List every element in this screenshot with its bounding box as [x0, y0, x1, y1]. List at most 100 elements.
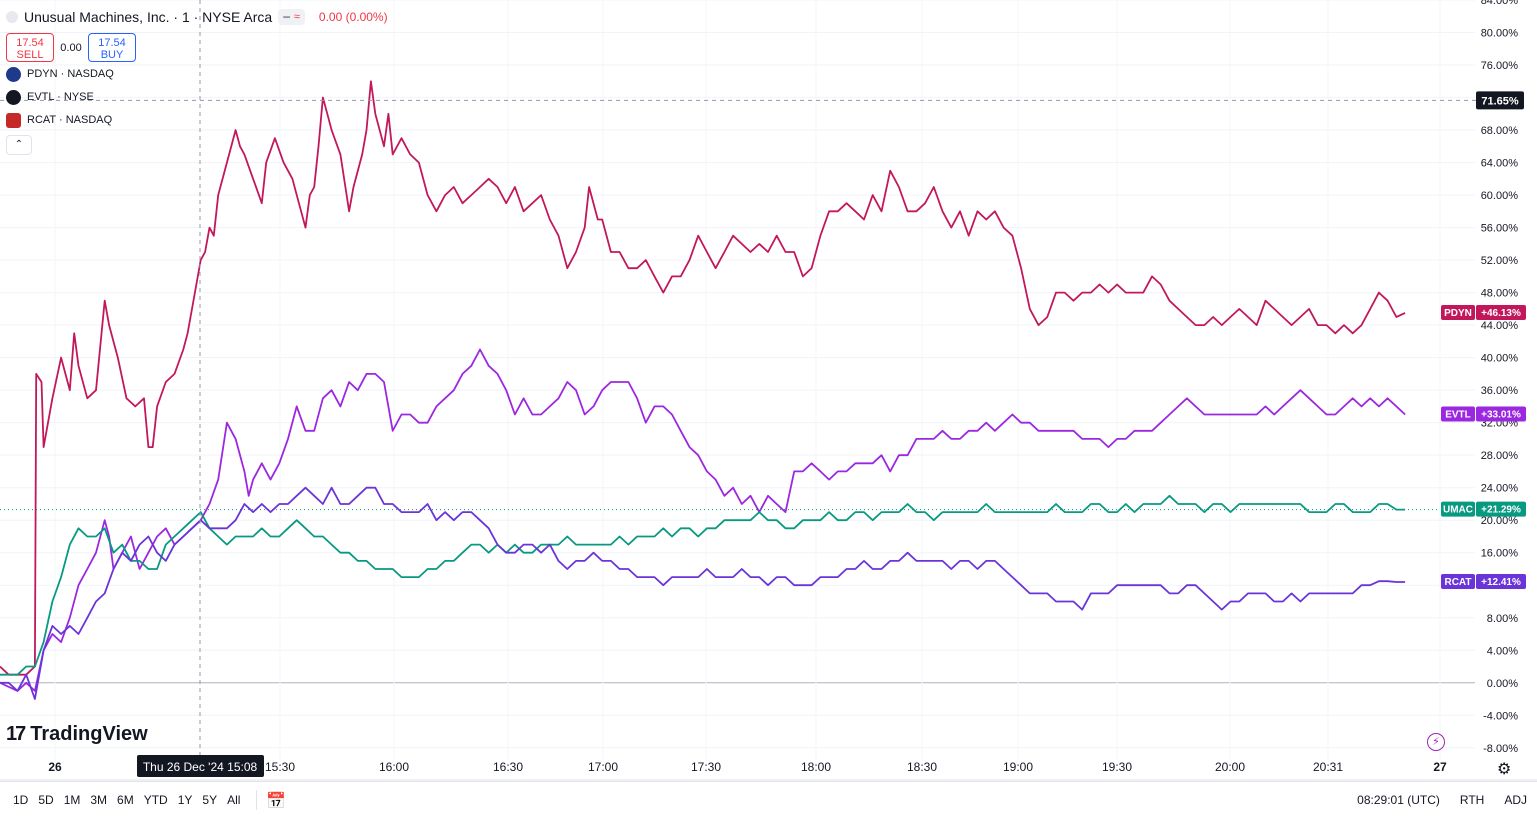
change-value: 0.00 (0.00%): [318, 10, 388, 24]
approx-icon: ≈: [293, 11, 300, 23]
tradingview-mark-icon: 17: [6, 723, 26, 745]
series-name-label: PDYN: [1444, 308, 1472, 319]
crosshair-value-label: 71.65%: [1481, 95, 1519, 107]
y-tick-label: 44.00%: [1481, 320, 1519, 332]
series-value-label: +46.13%: [1481, 308, 1521, 319]
series-value-label: +12.41%: [1481, 577, 1521, 588]
series-value-tag: [1476, 501, 1526, 517]
compare-item-pdyn[interactable]: PDYN · NASDAQ: [6, 63, 388, 85]
x-tick-label: 26: [48, 760, 62, 774]
compare-item-evtl[interactable]: EVTL · NYSE: [6, 86, 388, 108]
y-tick-label: 60.00%: [1481, 190, 1519, 202]
x-tick-label: 17:30: [691, 760, 721, 774]
sell-button[interactable]: 17.54 SELL: [6, 33, 54, 62]
bottom-toolbar: 1D 5D 1M 3M 6M YTD 1Y 5Y All 📅 08:29:01 …: [0, 781, 1537, 821]
legend-panel: Unusual Machines, Inc. · 1 · NYSE Arca ━…: [6, 7, 388, 155]
range-5y[interactable]: 5Y: [202, 793, 218, 807]
series-pdyn: PDYN +46.13%: [0, 80, 1526, 676]
gear-icon[interactable]: ⚙: [1497, 761, 1512, 778]
y-tick-label: 0.00%: [1487, 678, 1518, 690]
x-tick-label: 18:00: [801, 760, 831, 774]
series-line-pdyn: [0, 80, 1406, 676]
y-tick-label: 84.00%: [1481, 0, 1519, 7]
y-tick-label: 36.00%: [1481, 385, 1519, 397]
series-line-rcat: [0, 486, 1406, 700]
crosshair-time-tag: [137, 755, 264, 777]
series-line-umac: [0, 494, 1406, 676]
y-tick-label: 40.00%: [1481, 353, 1519, 365]
y-tick-label: 56.00%: [1481, 223, 1519, 235]
x-tick-label: 19:00: [1003, 760, 1033, 774]
range-1m[interactable]: 1M: [63, 793, 81, 807]
series-value-label: +33.01%: [1481, 410, 1521, 421]
x-tick-label: 27: [1433, 760, 1447, 774]
range-5d[interactable]: 5D: [38, 793, 54, 807]
y-tick-label: 52.00%: [1481, 255, 1519, 267]
series-name-tag: [1441, 573, 1475, 589]
crosshair-value-tag: [1476, 91, 1524, 110]
compare-label: PDYN · NASDAQ: [27, 68, 114, 80]
y-tick-label: 8.00%: [1487, 613, 1518, 625]
compare-label: RCAT · NASDAQ: [27, 114, 113, 126]
sell-label: SELL: [16, 49, 44, 61]
calendar-icon[interactable]: 📅: [266, 793, 286, 810]
range-6m[interactable]: 6M: [117, 793, 134, 807]
series-rcat: RCAT +12.41%: [0, 486, 1526, 700]
pdyn-logo-icon: [6, 66, 21, 82]
symbol-title[interactable]: Unusual Machines, Inc. · 1 · NYSE Arca: [24, 9, 273, 25]
range-1y[interactable]: 1Y: [177, 793, 193, 807]
rcat-logo-icon: [6, 112, 21, 128]
x-tick-label: 18:30: [907, 760, 937, 774]
y-tick-label: -4.00%: [1483, 710, 1518, 722]
y-tick-label: 4.00%: [1487, 645, 1518, 657]
x-tick-label: 19:30: [1102, 760, 1132, 774]
x-tick-label: 20:31: [1313, 760, 1343, 774]
x-tick-label: 16:30: [493, 760, 523, 774]
x-tick-label: 16:00: [379, 760, 409, 774]
compare-label: EVTL · NYSE: [27, 91, 94, 103]
chevron-up-icon: ⌃: [14, 139, 24, 150]
y-tick-label: 64.00%: [1481, 158, 1519, 170]
buy-price: 17.54: [98, 37, 126, 49]
session-toggle[interactable]: RTH: [1459, 793, 1485, 807]
y-tick-label: 16.00%: [1481, 548, 1519, 560]
range-all[interactable]: All: [227, 793, 241, 807]
range-ytd[interactable]: YTD: [143, 793, 168, 807]
y-tick-label: 24.00%: [1481, 483, 1519, 495]
x-tick-label: 15:30: [265, 760, 295, 774]
buy-label: BUY: [100, 49, 124, 61]
series-name-label: UMAC: [1443, 505, 1473, 516]
series-value-label: +21.29%: [1481, 505, 1521, 516]
series-name-label: EVTL: [1445, 410, 1471, 421]
series-name-tag: [1441, 501, 1475, 517]
series-line-evtl: [0, 348, 1406, 692]
y-tick-label: 68.00%: [1481, 125, 1519, 137]
flash-icon[interactable]: ⚡: [1427, 733, 1445, 751]
series-name-label: RCAT: [1444, 577, 1471, 588]
buy-button[interactable]: 17.54 BUY: [88, 33, 136, 62]
spread-value: 0.00: [60, 41, 82, 54]
symbol-logo-icon: [6, 11, 18, 23]
collapse-legend-button[interactable]: ⌃: [6, 135, 32, 155]
series-value-tag: [1476, 573, 1526, 589]
adj-toggle[interactable]: ADJ: [1504, 793, 1527, 807]
utc-clock[interactable]: 08:29:01 (UTC): [1357, 793, 1440, 807]
evtl-logo-icon: [6, 89, 21, 105]
x-tick-label: 20:00: [1215, 760, 1245, 774]
series-value-tag: [1476, 406, 1526, 422]
y-tick-label: 28.00%: [1481, 450, 1519, 462]
y-tick-label: 76.00%: [1481, 60, 1519, 72]
series-value-tag: [1476, 304, 1526, 320]
y-tick-label: 48.00%: [1481, 288, 1519, 300]
tradingview-wordmark: TradingView: [30, 723, 148, 745]
toolbar-divider: [256, 790, 257, 810]
bottom-right-controls: 08:29:01 (UTC) RTH ADJ: [1357, 793, 1527, 807]
compare-toggle[interactable]: ━ ≈: [278, 9, 305, 25]
series-name-tag: [1441, 406, 1475, 422]
crosshair-time-label: Thu 26 Dec '24 15:08: [143, 760, 258, 774]
range-3m[interactable]: 3M: [90, 793, 108, 807]
range-1d[interactable]: 1D: [13, 793, 29, 807]
sell-price: 17.54: [16, 37, 44, 49]
compare-item-rcat[interactable]: RCAT · NASDAQ: [6, 109, 388, 131]
